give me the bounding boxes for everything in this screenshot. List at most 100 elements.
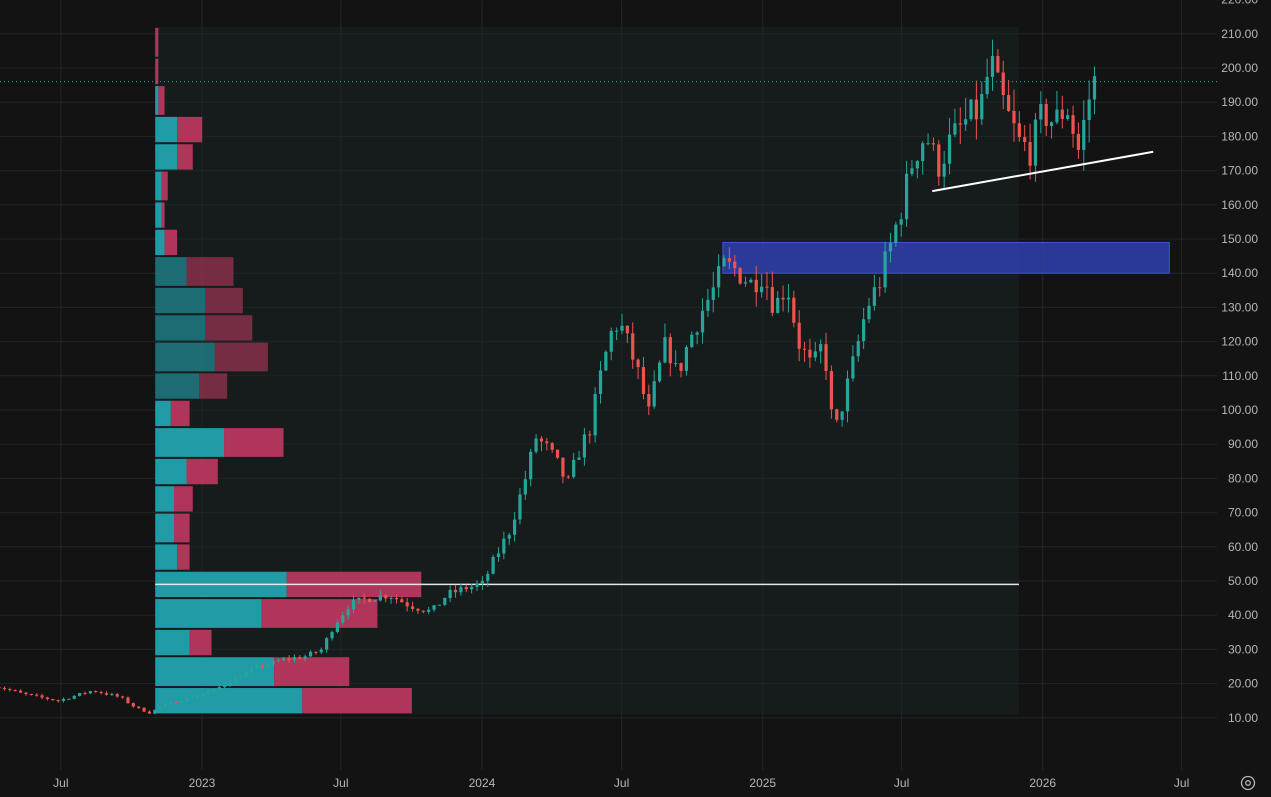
candle-body bbox=[142, 707, 146, 712]
profile-bar-down bbox=[186, 458, 218, 485]
candle-body bbox=[743, 282, 748, 284]
candle-body bbox=[427, 609, 431, 612]
candle-body bbox=[620, 325, 624, 331]
candle-body bbox=[910, 168, 914, 174]
candle-body bbox=[684, 347, 689, 371]
candle-body bbox=[1049, 122, 1054, 126]
candle-body bbox=[330, 631, 334, 639]
candle-body bbox=[593, 393, 597, 436]
price-tick-label: 100.00 bbox=[1221, 403, 1258, 417]
highlight-zone[interactable] bbox=[722, 241, 1170, 274]
candle-body bbox=[985, 76, 989, 95]
candle-body bbox=[674, 363, 678, 365]
candle-body bbox=[926, 143, 930, 145]
candle-body bbox=[829, 371, 834, 410]
candle-body bbox=[625, 325, 629, 334]
time-tick-label: Jul bbox=[614, 776, 629, 790]
price-tick-label: 210.00 bbox=[1221, 27, 1258, 41]
price-axis[interactable]: 10.00 20.00 30.00 40.00 50.00 60.00 70.00 80.00… bbox=[1221, 0, 1258, 725]
candle-body bbox=[206, 691, 211, 694]
profile-bar-down bbox=[158, 86, 165, 115]
candle-body bbox=[588, 434, 592, 436]
candle-body bbox=[931, 143, 936, 145]
candle-body bbox=[609, 330, 613, 352]
profile-bar-down bbox=[155, 27, 159, 57]
candle-body bbox=[904, 173, 909, 220]
candle-body bbox=[1023, 137, 1027, 143]
candle-body bbox=[518, 494, 522, 520]
candle-body bbox=[0, 687, 1, 689]
price-tick-label: 30.00 bbox=[1228, 642, 1258, 656]
price-tick-label: 180.00 bbox=[1221, 129, 1258, 143]
candle-body bbox=[942, 163, 946, 177]
candle-body bbox=[523, 479, 527, 495]
candle-body bbox=[759, 286, 764, 293]
price-tick-label: 110.00 bbox=[1222, 369, 1258, 383]
candle-body bbox=[899, 219, 903, 225]
price-tick-label: 80.00 bbox=[1228, 471, 1258, 485]
profile-bar-up bbox=[155, 342, 215, 372]
candle-body bbox=[840, 411, 844, 420]
candle-body bbox=[18, 690, 23, 693]
candle-body bbox=[362, 597, 366, 599]
candle-body bbox=[163, 703, 168, 708]
candle-body bbox=[496, 553, 501, 558]
price-tick-label: 220.00 bbox=[1221, 0, 1258, 7]
candle-body bbox=[1071, 115, 1075, 134]
candle-body bbox=[1044, 103, 1048, 126]
candle-body bbox=[797, 322, 801, 349]
profile-bar-up bbox=[155, 513, 174, 543]
candle-body bbox=[180, 701, 184, 703]
candle-body bbox=[1087, 99, 1091, 120]
candle-body bbox=[29, 693, 33, 695]
candle-body bbox=[255, 665, 259, 669]
profile-bar-down bbox=[177, 144, 193, 170]
candle-body bbox=[1028, 142, 1032, 166]
candle-body bbox=[72, 695, 76, 699]
candle-body bbox=[115, 694, 119, 697]
candle-body bbox=[727, 258, 731, 262]
candle-body bbox=[448, 589, 452, 598]
trendline[interactable] bbox=[932, 150, 1154, 193]
profile-bar-up bbox=[155, 229, 165, 256]
time-axis[interactable]: Jul 2023 Jul 2024 Jul 2025 Jul 2026 Jul bbox=[53, 776, 1189, 790]
time-tick-label: Jul bbox=[53, 776, 68, 790]
candle-body bbox=[341, 615, 345, 623]
profile-bar-up bbox=[155, 86, 159, 115]
settings-icon[interactable] bbox=[1238, 773, 1258, 793]
candle-body bbox=[400, 599, 404, 603]
candle-body bbox=[99, 691, 103, 694]
candle-body bbox=[260, 665, 264, 667]
candle-body bbox=[1092, 76, 1097, 100]
candle-body bbox=[1017, 123, 1021, 138]
candle-body bbox=[722, 258, 726, 267]
candle-body bbox=[190, 697, 195, 699]
candle-body bbox=[453, 589, 458, 593]
price-tick-label: 50.00 bbox=[1228, 574, 1258, 588]
candle-body bbox=[502, 538, 506, 554]
candle-body bbox=[45, 697, 50, 700]
candle-body bbox=[690, 334, 694, 348]
candle-body bbox=[835, 409, 839, 420]
candle-body bbox=[582, 434, 586, 458]
profile-bar-down bbox=[205, 315, 253, 341]
price-tick-label: 140.00 bbox=[1221, 266, 1258, 280]
profile-bar-up bbox=[155, 202, 162, 228]
candle-body bbox=[604, 351, 608, 371]
candle-body bbox=[158, 707, 162, 710]
profile-bar-up bbox=[155, 486, 174, 512]
candle-body bbox=[110, 694, 114, 696]
candle-body bbox=[566, 476, 570, 478]
profile-bar-up bbox=[155, 287, 206, 314]
candle-body bbox=[733, 261, 737, 269]
profile-bar-down bbox=[224, 428, 284, 457]
candle-body bbox=[561, 457, 565, 477]
candle-body bbox=[174, 701, 178, 703]
candle-body bbox=[888, 242, 893, 252]
candle-body bbox=[121, 696, 125, 698]
candle-body bbox=[8, 689, 12, 691]
candle-body bbox=[308, 651, 313, 657]
profile-bar-down bbox=[161, 202, 165, 228]
candle-body bbox=[550, 443, 554, 450]
